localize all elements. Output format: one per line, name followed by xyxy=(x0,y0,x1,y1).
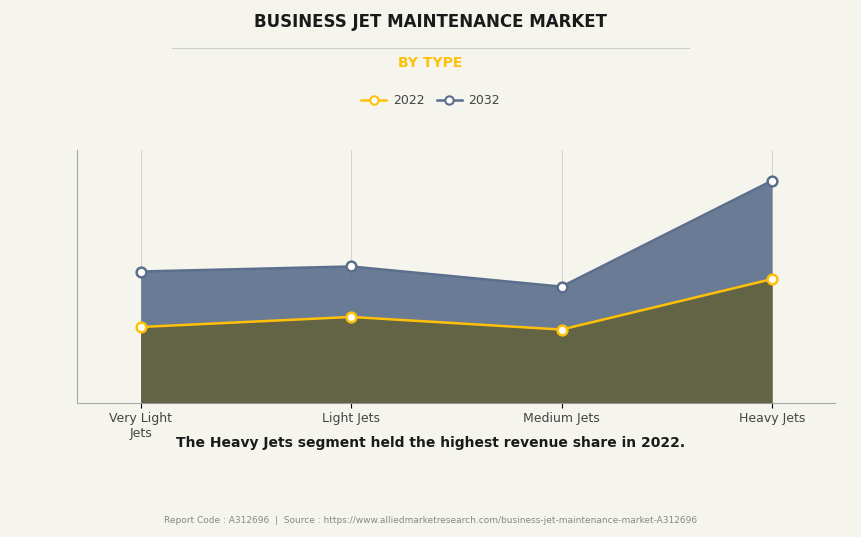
Text: Report Code : A312696  |  Source : https://www.alliedmarketresearch.com/business: Report Code : A312696 | Source : https:/… xyxy=(164,517,697,525)
Legend: 2022, 2032: 2022, 2032 xyxy=(356,90,505,112)
Text: BY TYPE: BY TYPE xyxy=(399,56,462,70)
Text: BUSINESS JET MAINTENANCE MARKET: BUSINESS JET MAINTENANCE MARKET xyxy=(254,13,607,32)
Text: The Heavy Jets segment held the highest revenue share in 2022.: The Heavy Jets segment held the highest … xyxy=(176,436,685,450)
